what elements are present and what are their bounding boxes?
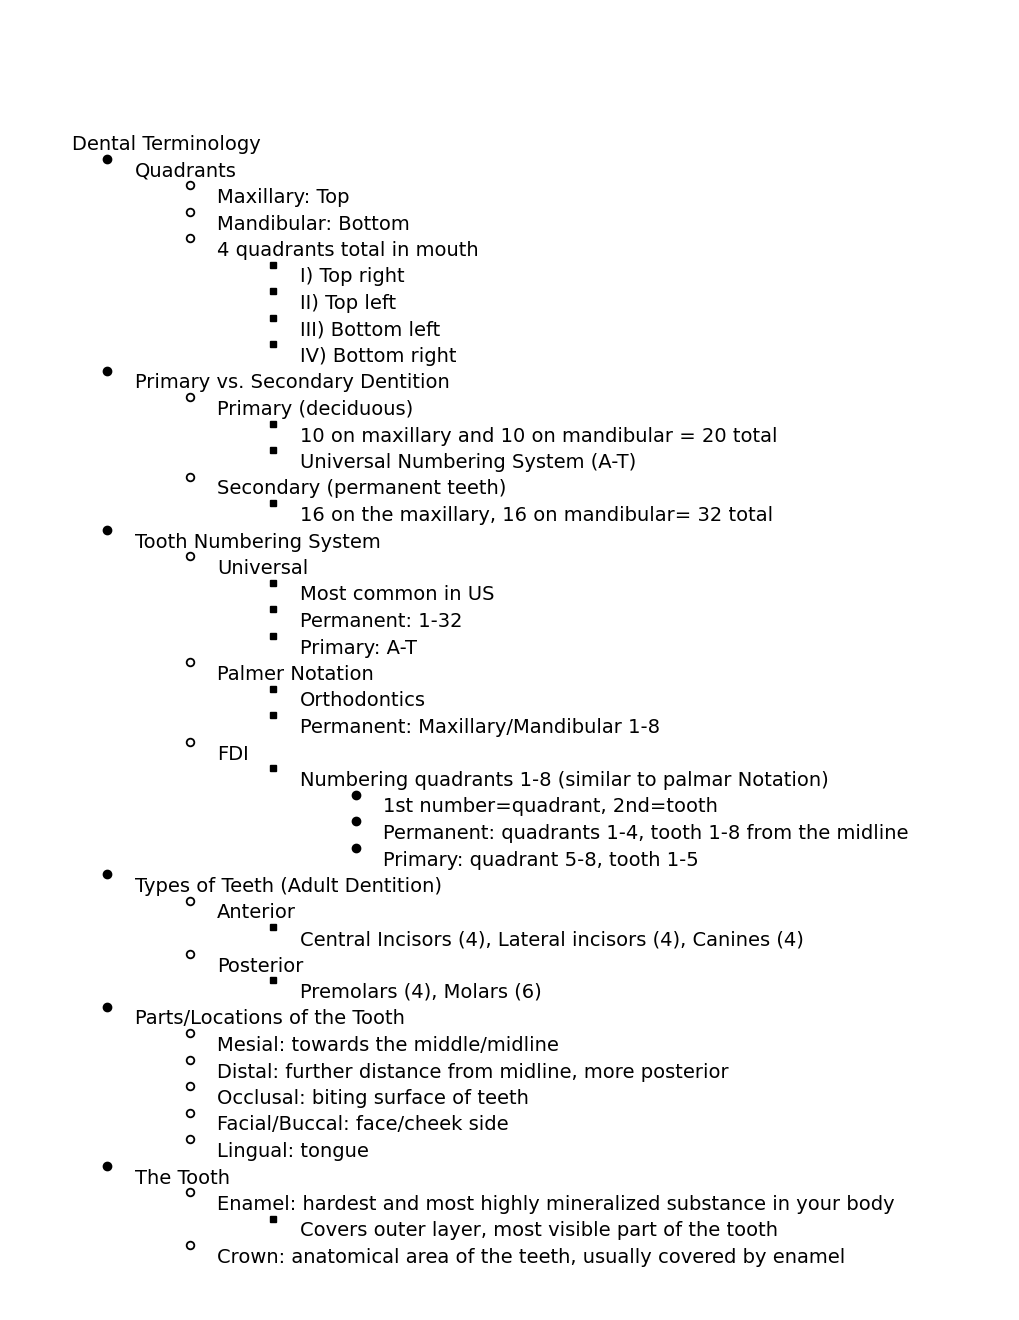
Text: The Tooth: The Tooth — [135, 1168, 229, 1188]
Text: Types of Teeth (Adult Dentition): Types of Teeth (Adult Dentition) — [135, 876, 441, 896]
Text: Facial/Buccal: face/cheek side: Facial/Buccal: face/cheek side — [217, 1115, 508, 1134]
Text: Orthodontics: Orthodontics — [300, 692, 426, 710]
Text: Permanent: quadrants 1-4, tooth 1-8 from the midline: Permanent: quadrants 1-4, tooth 1-8 from… — [382, 824, 908, 843]
Text: FDI: FDI — [217, 744, 249, 763]
Text: Distal: further distance from midline, more posterior: Distal: further distance from midline, m… — [217, 1063, 728, 1081]
Text: I) Top right: I) Top right — [300, 268, 405, 286]
Text: Enamel: hardest and most highly mineralized substance in your body: Enamel: hardest and most highly minerali… — [217, 1195, 894, 1214]
Text: 1st number=quadrant, 2nd=tooth: 1st number=quadrant, 2nd=tooth — [382, 797, 717, 817]
Text: Universal: Universal — [217, 558, 308, 578]
Text: Permanent: 1-32: Permanent: 1-32 — [300, 612, 462, 631]
Text: Dental Terminology: Dental Terminology — [72, 135, 261, 154]
Text: 10 on maxillary and 10 on mandibular = 20 total: 10 on maxillary and 10 on mandibular = 2… — [300, 426, 776, 446]
Text: 16 on the maxillary, 16 on mandibular= 32 total: 16 on the maxillary, 16 on mandibular= 3… — [300, 506, 772, 525]
Text: Lingual: tongue: Lingual: tongue — [217, 1142, 369, 1162]
Text: Mandibular: Bottom: Mandibular: Bottom — [217, 214, 410, 234]
Text: Palmer Notation: Palmer Notation — [217, 665, 373, 684]
Text: Secondary (permanent teeth): Secondary (permanent teeth) — [217, 479, 505, 499]
Text: Most common in US: Most common in US — [300, 586, 494, 605]
Text: Primary: A-T: Primary: A-T — [300, 639, 417, 657]
Text: Maxillary: Top: Maxillary: Top — [217, 187, 350, 207]
Text: Quadrants: Quadrants — [135, 161, 236, 181]
Text: Permanent: Maxillary/Mandibular 1-8: Permanent: Maxillary/Mandibular 1-8 — [300, 718, 659, 737]
Text: Mesial: towards the middle/midline: Mesial: towards the middle/midline — [217, 1036, 558, 1055]
Text: Covers outer layer, most visible part of the tooth: Covers outer layer, most visible part of… — [300, 1221, 777, 1241]
Text: Primary: quadrant 5-8, tooth 1-5: Primary: quadrant 5-8, tooth 1-5 — [382, 850, 698, 870]
Text: IV) Bottom right: IV) Bottom right — [300, 347, 457, 366]
Text: Posterior: Posterior — [217, 957, 303, 975]
Text: 4 quadrants total in mouth: 4 quadrants total in mouth — [217, 242, 478, 260]
Text: Numbering quadrants 1-8 (similar to palmar Notation): Numbering quadrants 1-8 (similar to palm… — [300, 771, 828, 789]
Text: III) Bottom left: III) Bottom left — [300, 321, 440, 339]
Text: Anterior: Anterior — [217, 903, 296, 923]
Text: Tooth Numbering System: Tooth Numbering System — [135, 532, 380, 552]
Text: Primary vs. Secondary Dentition: Primary vs. Secondary Dentition — [135, 374, 449, 392]
Text: Primary (deciduous): Primary (deciduous) — [217, 400, 413, 418]
Text: Premolars (4), Molars (6): Premolars (4), Molars (6) — [300, 983, 541, 1002]
Text: Universal Numbering System (A-T): Universal Numbering System (A-T) — [300, 453, 636, 473]
Text: Crown: anatomical area of the teeth, usually covered by enamel: Crown: anatomical area of the teeth, usu… — [217, 1247, 845, 1267]
Text: II) Top left: II) Top left — [300, 294, 395, 313]
Text: Occlusal: biting surface of teeth: Occlusal: biting surface of teeth — [217, 1089, 529, 1107]
Text: Parts/Locations of the Tooth: Parts/Locations of the Tooth — [135, 1010, 405, 1028]
Text: Central Incisors (4), Lateral incisors (4), Canines (4): Central Incisors (4), Lateral incisors (… — [300, 931, 803, 949]
